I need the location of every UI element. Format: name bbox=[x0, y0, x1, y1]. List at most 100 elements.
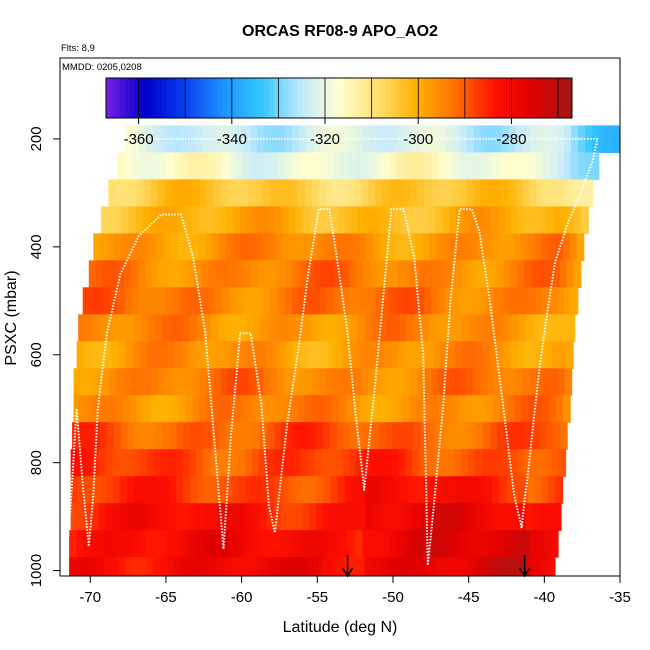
heatmap-cell bbox=[513, 476, 521, 504]
heatmap-cell bbox=[264, 260, 272, 288]
heatmap-cell bbox=[104, 341, 113, 369]
heatmap-cell bbox=[447, 449, 455, 477]
heatmap-cell bbox=[445, 152, 453, 180]
heatmap-cell bbox=[255, 179, 264, 207]
heatmap-cell bbox=[514, 395, 522, 423]
y-axis: 200 400 600 800 1000 bbox=[28, 126, 60, 587]
heatmap-cell bbox=[178, 368, 187, 396]
heatmap-cell bbox=[400, 476, 409, 504]
heatmap-cell bbox=[550, 368, 559, 396]
heatmap-cell bbox=[140, 449, 148, 477]
heatmap-cell bbox=[480, 368, 488, 396]
colorbar-swatch bbox=[362, 78, 368, 118]
heatmap-cell bbox=[117, 287, 126, 315]
heatmap-cell bbox=[277, 368, 285, 396]
heatmap-cell bbox=[448, 314, 457, 342]
heatmap-cell bbox=[192, 395, 201, 423]
heatmap-cell bbox=[417, 125, 426, 153]
heatmap-cell bbox=[188, 341, 197, 369]
heatmap-cell bbox=[70, 476, 79, 504]
heatmap-cell bbox=[343, 503, 352, 531]
heatmap-cell bbox=[555, 233, 564, 261]
heatmap-cell bbox=[305, 179, 313, 207]
heatmap-cell bbox=[315, 503, 324, 531]
heatmap-cell bbox=[103, 287, 112, 315]
colorbar-swatch bbox=[269, 78, 275, 118]
heatmap-cell bbox=[253, 314, 261, 342]
heatmap-cell bbox=[203, 449, 211, 477]
heatmap-cell bbox=[305, 287, 314, 315]
colorbar-swatch bbox=[133, 78, 140, 118]
heatmap-cell bbox=[504, 503, 513, 531]
heatmap-cell bbox=[431, 179, 439, 207]
heatmap-cell bbox=[354, 152, 363, 180]
colorbar-swatch bbox=[203, 78, 210, 118]
heatmap-cell bbox=[537, 449, 546, 477]
heatmap-cell bbox=[302, 476, 311, 504]
heatmap-cell bbox=[385, 557, 394, 576]
heatmap-cell bbox=[222, 287, 230, 315]
heatmap-cell bbox=[112, 503, 121, 531]
heatmap-cell bbox=[405, 260, 413, 288]
heatmap-cell bbox=[230, 341, 239, 369]
heatmap-cell bbox=[316, 422, 324, 450]
colorbar-swatch bbox=[366, 78, 373, 118]
heatmap-cell bbox=[232, 422, 240, 450]
heatmap-cell bbox=[142, 233, 150, 261]
heatmap-cell bbox=[236, 152, 244, 180]
heatmap-row bbox=[70, 476, 564, 504]
heatmap-cell bbox=[513, 233, 522, 261]
heatmap-cell bbox=[534, 233, 543, 261]
heatmap-cell bbox=[382, 368, 390, 396]
heatmap-cell bbox=[80, 368, 89, 396]
heatmap-cell bbox=[517, 341, 525, 369]
heatmap-cell bbox=[441, 422, 450, 450]
heatmap-cell bbox=[390, 125, 398, 153]
heatmap-cell bbox=[419, 341, 427, 369]
heatmap-cell bbox=[478, 476, 486, 504]
heatmap-cell bbox=[497, 314, 506, 342]
heatmap-cell bbox=[442, 557, 450, 576]
heatmap-cell bbox=[134, 314, 142, 342]
heatmap-cell bbox=[364, 314, 373, 342]
heatmap-cell bbox=[376, 530, 384, 558]
heatmap-cell bbox=[152, 287, 160, 315]
heatmap-cell bbox=[278, 260, 287, 288]
heatmap-cell bbox=[84, 476, 93, 504]
heatmap-cell bbox=[484, 557, 493, 576]
colorbar-swatch bbox=[147, 78, 154, 118]
heatmap-cell bbox=[223, 341, 232, 369]
heatmap-cell bbox=[515, 179, 524, 207]
heatmap-cell bbox=[501, 152, 509, 180]
heatmap-cell bbox=[355, 260, 364, 288]
heatmap-cell bbox=[211, 314, 219, 342]
heatmap-cell bbox=[284, 287, 293, 315]
heatmap-cell bbox=[497, 206, 506, 234]
heatmap-cell bbox=[371, 557, 380, 576]
heatmap-cell bbox=[299, 530, 308, 558]
heatmap-cell bbox=[287, 314, 296, 342]
heatmap-cell bbox=[213, 179, 222, 207]
colorbar-swatch bbox=[129, 78, 135, 118]
heatmap-cell bbox=[148, 422, 157, 450]
heatmap-cell bbox=[130, 260, 139, 288]
heatmap-cell bbox=[455, 314, 464, 342]
heatmap-cell bbox=[528, 395, 536, 423]
heatmap-cell bbox=[142, 206, 151, 234]
heatmap-cell bbox=[206, 395, 215, 423]
heatmap-cell bbox=[378, 422, 387, 450]
heatmap-cell bbox=[325, 395, 333, 423]
heatmap-cell bbox=[80, 395, 89, 423]
heatmap-cell bbox=[231, 557, 239, 576]
heatmap-cell bbox=[270, 287, 279, 315]
heatmap-cell bbox=[208, 530, 217, 558]
heatmap-cell bbox=[257, 152, 265, 180]
heatmap-cell bbox=[438, 125, 447, 153]
heatmap-cell bbox=[459, 368, 467, 396]
heatmap-cell bbox=[189, 449, 197, 477]
heatmap-cell bbox=[234, 179, 243, 207]
colorbar-ticks: -360 -340 -320 -300 -280 bbox=[105, 77, 573, 148]
heatmap-cell bbox=[184, 206, 192, 234]
heatmap-cell bbox=[517, 260, 525, 288]
heatmap-cell bbox=[206, 179, 215, 207]
